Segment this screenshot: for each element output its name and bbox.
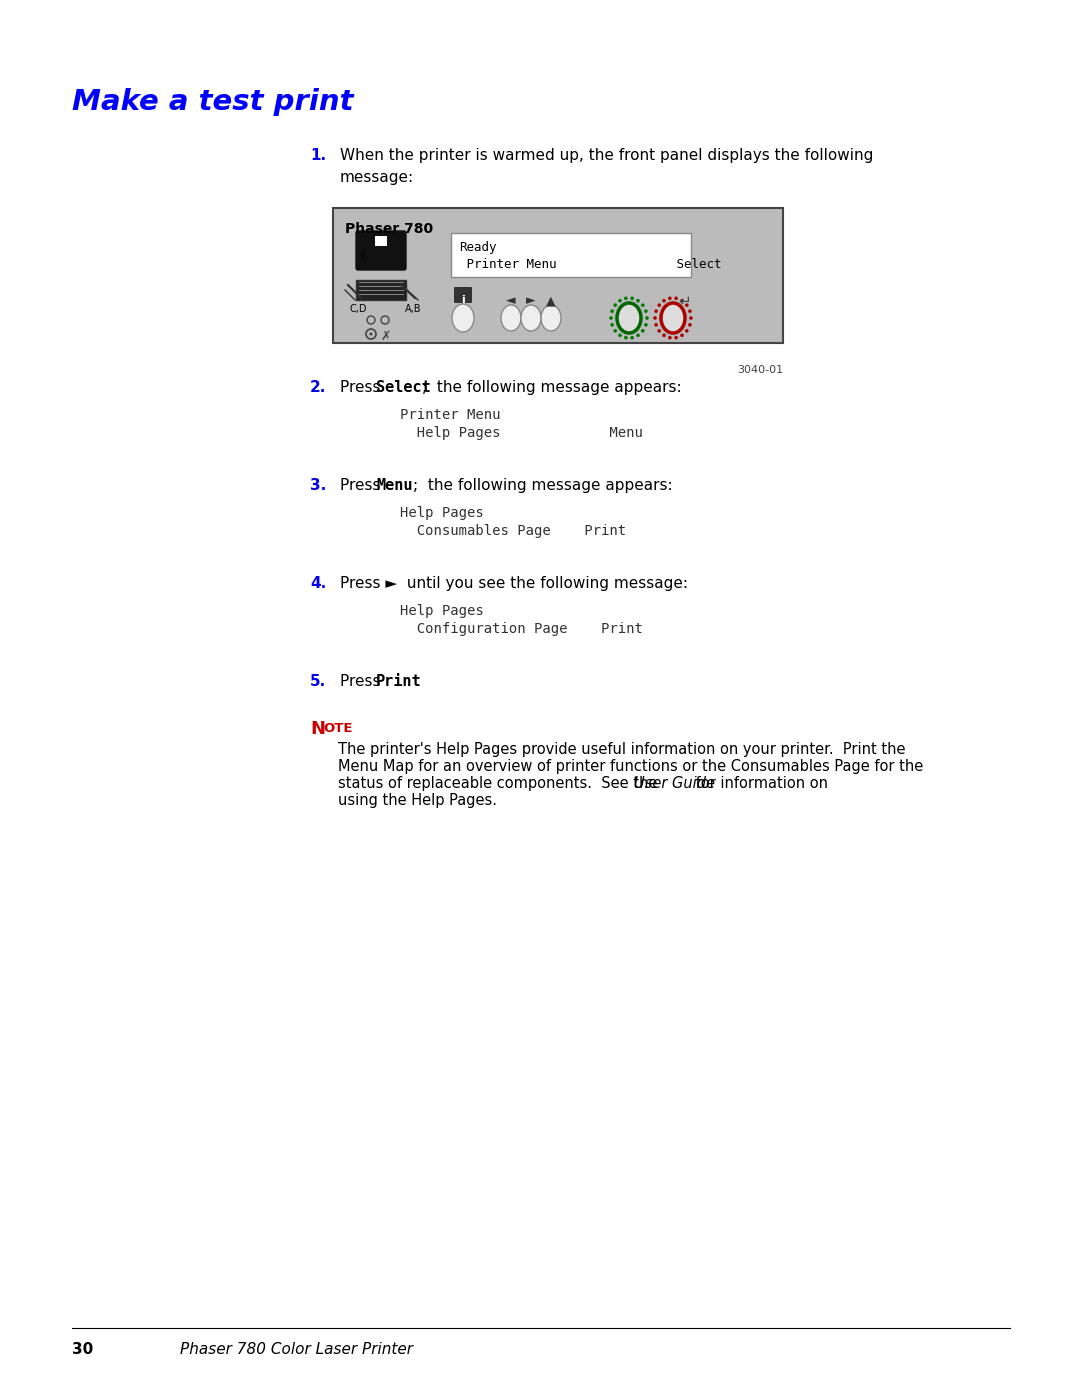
Circle shape <box>618 334 622 337</box>
Text: Press: Press <box>340 673 386 689</box>
Text: Phaser 780 Color Laser Printer: Phaser 780 Color Laser Printer <box>180 1343 413 1356</box>
Text: Menu Map for an overview of printer functions or the Consumables Page for the: Menu Map for an overview of printer func… <box>338 759 923 774</box>
Circle shape <box>645 316 649 320</box>
Text: Print: Print <box>376 673 421 689</box>
Text: Configuration Page    Print: Configuration Page Print <box>400 622 643 636</box>
Text: When the printer is warmed up, the front panel displays the following: When the printer is warmed up, the front… <box>340 148 874 163</box>
Ellipse shape <box>617 303 642 332</box>
Circle shape <box>669 296 672 300</box>
Circle shape <box>658 303 661 307</box>
Ellipse shape <box>501 305 521 331</box>
Text: OTE: OTE <box>323 722 352 735</box>
Circle shape <box>689 316 692 320</box>
Circle shape <box>610 309 613 313</box>
Circle shape <box>674 335 678 339</box>
Ellipse shape <box>453 305 474 332</box>
Circle shape <box>685 303 689 307</box>
Text: A,B: A,B <box>405 305 421 314</box>
Text: C,D: C,D <box>350 305 367 314</box>
Text: Press: Press <box>340 478 386 493</box>
Text: 3040-01: 3040-01 <box>737 365 783 374</box>
Circle shape <box>680 334 684 337</box>
Text: ▲: ▲ <box>546 293 556 307</box>
Text: Printer Menu                Select: Printer Menu Select <box>459 258 721 271</box>
Text: Help Pages: Help Pages <box>400 506 484 520</box>
Text: ↵: ↵ <box>678 293 691 307</box>
Text: Press: Press <box>340 380 386 395</box>
Circle shape <box>636 299 639 303</box>
Text: 2.: 2. <box>310 380 326 395</box>
Text: .: . <box>414 673 419 689</box>
Text: message:: message: <box>340 170 414 184</box>
Circle shape <box>642 303 645 307</box>
FancyBboxPatch shape <box>356 279 406 300</box>
Circle shape <box>685 330 689 332</box>
Text: E: E <box>361 251 367 261</box>
FancyBboxPatch shape <box>451 233 691 277</box>
Circle shape <box>631 335 634 339</box>
Circle shape <box>618 299 622 303</box>
Circle shape <box>688 323 691 327</box>
Circle shape <box>644 309 648 313</box>
Circle shape <box>688 309 691 313</box>
Circle shape <box>654 323 658 327</box>
FancyBboxPatch shape <box>454 286 472 303</box>
Text: Printer Menu: Printer Menu <box>400 408 500 422</box>
Circle shape <box>644 323 648 327</box>
Circle shape <box>669 335 672 339</box>
Ellipse shape <box>521 305 541 331</box>
Text: status of replaceable components.  See the: status of replaceable components. See th… <box>338 775 662 791</box>
Circle shape <box>653 316 657 320</box>
Text: 3.: 3. <box>310 478 326 493</box>
Text: User Guide: User Guide <box>634 775 715 791</box>
Ellipse shape <box>661 303 685 332</box>
Text: The printer's Help Pages provide useful information on your printer.  Print the: The printer's Help Pages provide useful … <box>338 742 905 757</box>
Circle shape <box>658 330 661 332</box>
Ellipse shape <box>541 305 561 331</box>
Text: Press ►  until you see the following message:: Press ► until you see the following mess… <box>340 576 688 591</box>
Circle shape <box>636 334 639 337</box>
Text: Make a test print: Make a test print <box>72 88 353 116</box>
Text: ✗: ✗ <box>381 330 391 344</box>
Text: ;  the following message appears:: ; the following message appears: <box>422 380 681 395</box>
Circle shape <box>613 303 617 307</box>
Text: using the Help Pages.: using the Help Pages. <box>338 793 497 807</box>
Circle shape <box>642 330 645 332</box>
Circle shape <box>662 299 665 303</box>
Text: 5.: 5. <box>310 673 326 689</box>
Circle shape <box>674 296 678 300</box>
Text: i: i <box>461 295 464 305</box>
Text: Consumables Page    Print: Consumables Page Print <box>400 524 626 538</box>
Circle shape <box>609 316 612 320</box>
Text: 1.: 1. <box>310 148 326 163</box>
Circle shape <box>624 335 627 339</box>
Circle shape <box>624 296 627 300</box>
FancyBboxPatch shape <box>333 208 783 344</box>
Text: ;  the following message appears:: ; the following message appears: <box>413 478 673 493</box>
Circle shape <box>654 309 658 313</box>
Text: Ready: Ready <box>459 242 497 254</box>
Text: Select: Select <box>376 380 431 395</box>
Text: 4.: 4. <box>310 576 326 591</box>
Text: ►: ► <box>526 293 536 307</box>
FancyBboxPatch shape <box>356 231 406 270</box>
Circle shape <box>662 334 665 337</box>
Circle shape <box>680 299 684 303</box>
Text: Help Pages: Help Pages <box>400 604 484 617</box>
Circle shape <box>369 332 373 335</box>
Text: Phaser 780: Phaser 780 <box>345 222 433 236</box>
Text: 30: 30 <box>72 1343 93 1356</box>
Circle shape <box>610 323 613 327</box>
Circle shape <box>631 296 634 300</box>
FancyBboxPatch shape <box>375 236 387 246</box>
Text: for information on: for information on <box>691 775 828 791</box>
Text: Menu: Menu <box>376 478 413 493</box>
Text: N: N <box>310 719 325 738</box>
Text: Help Pages             Menu: Help Pages Menu <box>400 426 643 440</box>
Text: ◄: ◄ <box>507 293 516 307</box>
Circle shape <box>613 330 617 332</box>
